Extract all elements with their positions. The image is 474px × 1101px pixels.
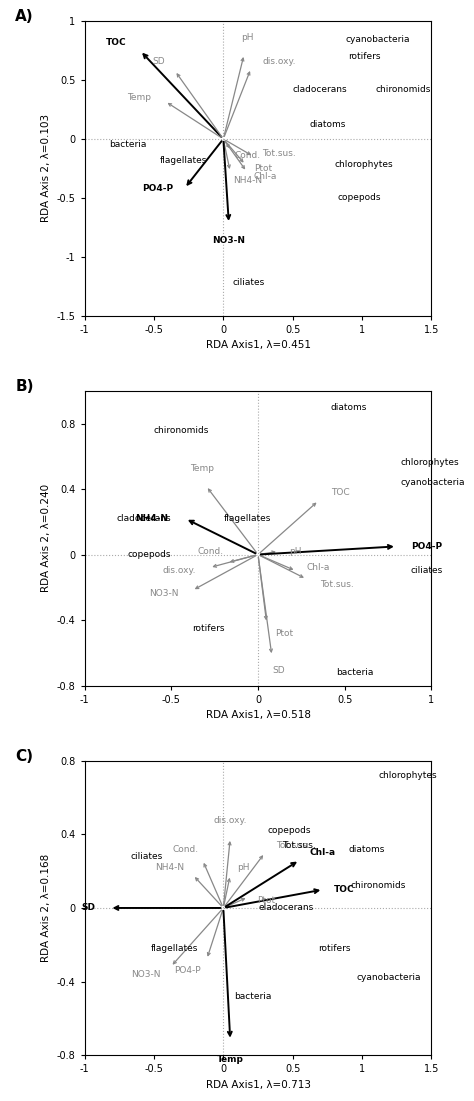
Text: pH: pH [289, 547, 302, 556]
Text: bacteria: bacteria [235, 992, 272, 1001]
Text: cyanobacteria: cyanobacteria [356, 973, 421, 982]
Text: diatoms: diatoms [310, 120, 346, 129]
Text: copepods: copepods [268, 826, 311, 836]
Text: flagellates: flagellates [223, 514, 271, 523]
Text: NO3-N: NO3-N [131, 970, 161, 979]
Text: SD: SD [153, 56, 165, 66]
Text: ciliates: ciliates [130, 852, 162, 861]
Text: dis.oxy.: dis.oxy. [162, 566, 196, 576]
Text: ciliates: ciliates [232, 279, 264, 287]
Text: Chl-a: Chl-a [254, 172, 277, 182]
Text: chlorophytes: chlorophytes [379, 771, 438, 780]
Text: pH: pH [237, 863, 250, 872]
Y-axis label: RDA Axis 2, λ=0.103: RDA Axis 2, λ=0.103 [41, 115, 51, 222]
Text: dis.oxy.: dis.oxy. [213, 816, 247, 825]
Text: TOC: TOC [334, 885, 355, 894]
Text: Temp: Temp [191, 464, 215, 472]
Text: NH4-N: NH4-N [233, 176, 262, 185]
Text: NH4-N: NH4-N [135, 514, 168, 523]
Text: Temp: Temp [217, 1055, 244, 1065]
Text: Ptot: Ptot [256, 896, 275, 905]
Text: SD: SD [82, 904, 96, 913]
Text: rotifers: rotifers [348, 52, 381, 61]
Text: PO4-P: PO4-P [142, 184, 173, 193]
Text: flagellates: flagellates [159, 155, 207, 165]
Text: diatoms: diatoms [330, 403, 366, 412]
Text: flagellates: flagellates [151, 944, 198, 953]
Text: ciliates: ciliates [410, 566, 443, 576]
Text: eladocerans: eladocerans [258, 904, 313, 913]
Text: PO4-P: PO4-P [410, 542, 442, 550]
Text: Cond.: Cond. [172, 844, 198, 853]
Text: chironomids: chironomids [154, 426, 210, 435]
Text: cyanobacteria: cyanobacteria [346, 35, 410, 44]
Text: cyanobacteria: cyanobacteria [400, 478, 465, 487]
Text: bacteria: bacteria [109, 140, 147, 150]
Text: Chl-a: Chl-a [307, 564, 330, 573]
Text: TOC: TOC [331, 488, 349, 497]
Text: NH4-N: NH4-N [155, 863, 184, 872]
Text: Ptot: Ptot [254, 164, 272, 173]
Text: Ptot: Ptot [275, 629, 293, 637]
X-axis label: RDA Axis1, λ=0.713: RDA Axis1, λ=0.713 [206, 1080, 310, 1090]
Text: bacteria: bacteria [336, 668, 374, 677]
Text: Cond.: Cond. [235, 151, 261, 160]
Text: Tot.sus.: Tot.sus. [320, 579, 354, 589]
Text: dis.oxy.: dis.oxy. [262, 56, 296, 66]
Text: Tot.sus.: Tot.sus. [262, 149, 296, 157]
Text: Cond.: Cond. [197, 547, 223, 556]
Text: cladocerans: cladocerans [293, 85, 347, 94]
Text: rotifers: rotifers [192, 624, 225, 633]
Text: chironomids: chironomids [351, 882, 406, 891]
Text: Temp: Temp [127, 94, 151, 102]
Text: chlorophytes: chlorophytes [400, 458, 459, 468]
Y-axis label: RDA Axis 2, λ=0.168: RDA Axis 2, λ=0.168 [41, 854, 51, 962]
Text: Tot.sus.: Tot.sus. [276, 841, 310, 850]
Text: rotifers: rotifers [318, 944, 350, 953]
Text: B): B) [15, 379, 34, 394]
Text: A): A) [15, 9, 34, 24]
Y-axis label: RDA Axis 2, λ=0.240: RDA Axis 2, λ=0.240 [41, 484, 51, 592]
Text: PO4-P: PO4-P [174, 966, 201, 975]
Text: diatoms: diatoms [348, 844, 384, 853]
Text: Chl-a: Chl-a [310, 848, 336, 858]
Text: TOC: TOC [106, 37, 126, 47]
Text: NO3-N: NO3-N [212, 236, 246, 244]
Text: C): C) [15, 749, 33, 764]
X-axis label: RDA Axis1, λ=0.518: RDA Axis1, λ=0.518 [206, 710, 310, 720]
Text: chlorophytes: chlorophytes [334, 161, 393, 170]
Text: NO3-N: NO3-N [149, 589, 178, 598]
Text: copepods: copepods [337, 194, 381, 203]
Text: Tot.sus.: Tot.sus. [282, 841, 315, 850]
Text: cladocerans: cladocerans [117, 514, 171, 523]
Text: chironomids: chironomids [376, 85, 431, 94]
Text: pH: pH [241, 33, 253, 42]
Text: copepods: copepods [128, 550, 171, 559]
X-axis label: RDA Axis1, λ=0.451: RDA Axis1, λ=0.451 [206, 340, 310, 350]
Text: SD: SD [273, 666, 285, 675]
